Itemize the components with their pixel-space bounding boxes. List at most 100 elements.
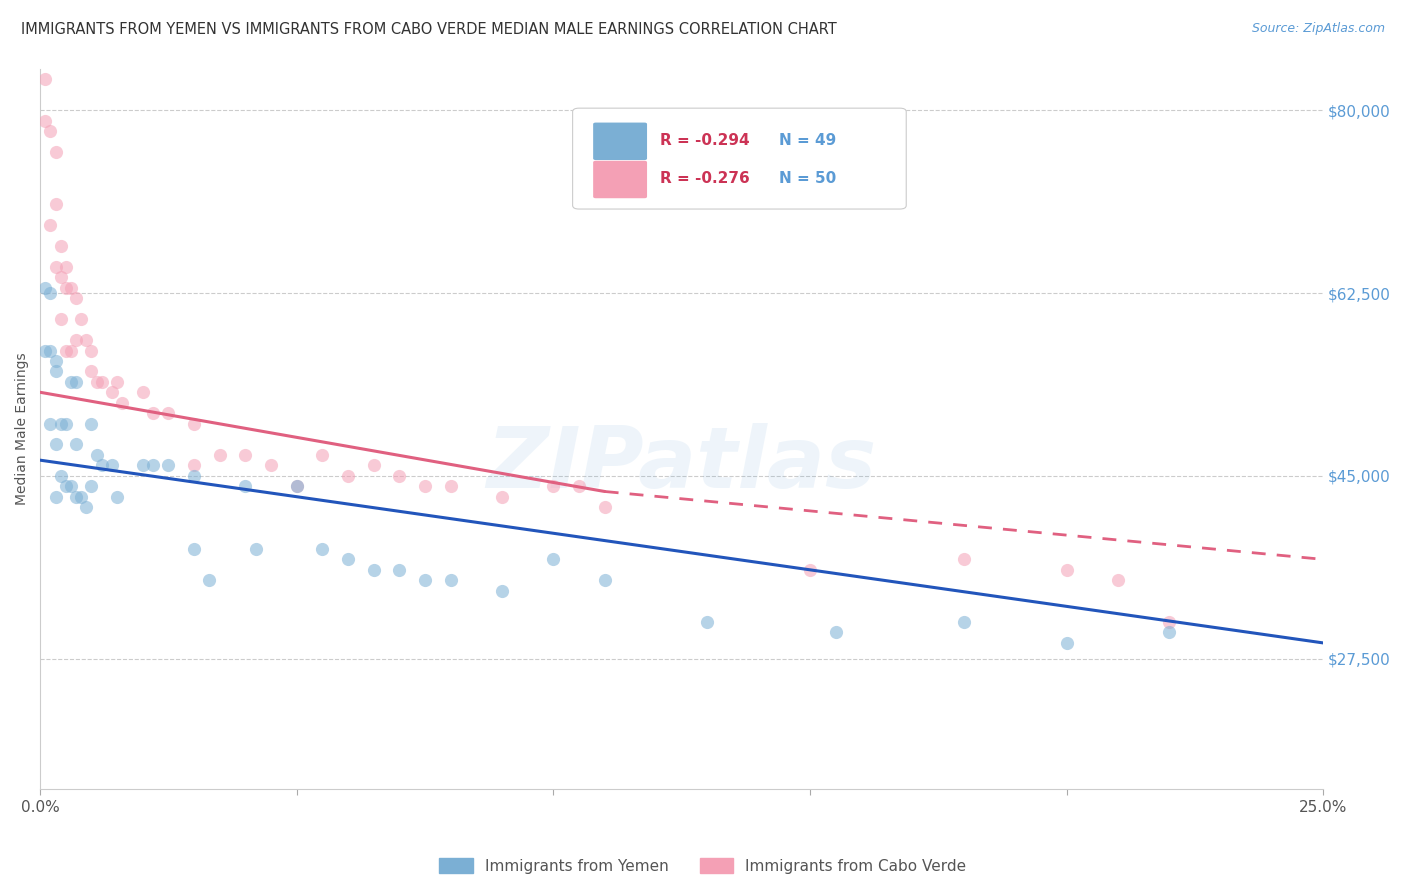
Point: [363, 563, 385, 577]
Point: [44, 437, 66, 451]
Point: [440, 479, 463, 493]
Y-axis label: Median Male Earnings: Median Male Earnings: [15, 352, 30, 505]
Point: [65, 333, 87, 347]
Point: [388, 468, 411, 483]
Point: [1107, 574, 1129, 588]
Point: [311, 541, 333, 556]
Point: [568, 479, 591, 493]
Point: [440, 574, 463, 588]
Point: [44, 260, 66, 274]
Point: [55, 479, 77, 493]
Text: ZIPatlas: ZIPatlas: [486, 424, 877, 507]
Point: [39, 343, 62, 358]
Point: [49, 239, 72, 253]
Point: [59, 343, 82, 358]
Point: [593, 500, 616, 515]
Point: [1056, 636, 1078, 650]
Point: [157, 406, 180, 420]
Point: [142, 406, 165, 420]
Point: [105, 490, 128, 504]
FancyBboxPatch shape: [593, 161, 647, 198]
Point: [235, 448, 257, 462]
Point: [1056, 563, 1078, 577]
Point: [696, 615, 718, 629]
Text: R = -0.276: R = -0.276: [659, 171, 749, 186]
Point: [491, 583, 513, 598]
Point: [65, 490, 87, 504]
Point: [132, 385, 155, 400]
Point: [543, 479, 565, 493]
Point: [105, 375, 128, 389]
Point: [39, 124, 62, 138]
Point: [101, 385, 124, 400]
FancyBboxPatch shape: [572, 108, 907, 209]
Point: [157, 458, 180, 473]
Point: [953, 615, 976, 629]
Point: [34, 281, 56, 295]
Point: [363, 458, 385, 473]
Point: [44, 490, 66, 504]
Point: [80, 479, 103, 493]
Point: [183, 468, 205, 483]
Point: [1159, 625, 1181, 640]
Point: [65, 291, 87, 305]
Point: [55, 260, 77, 274]
Point: [260, 458, 283, 473]
Point: [44, 354, 66, 368]
FancyBboxPatch shape: [593, 122, 647, 160]
Point: [245, 541, 267, 556]
Point: [39, 417, 62, 431]
Point: [413, 479, 436, 493]
Point: [49, 312, 72, 326]
Point: [59, 479, 82, 493]
Point: [55, 281, 77, 295]
Point: [80, 417, 103, 431]
Point: [824, 625, 846, 640]
Point: [44, 364, 66, 378]
Point: [953, 552, 976, 566]
Point: [70, 312, 93, 326]
Point: [65, 375, 87, 389]
Point: [132, 458, 155, 473]
Point: [183, 541, 205, 556]
Point: [49, 468, 72, 483]
Point: [34, 343, 56, 358]
Point: [49, 270, 72, 285]
Point: [80, 364, 103, 378]
Point: [59, 375, 82, 389]
Point: [80, 343, 103, 358]
Point: [208, 448, 231, 462]
Point: [55, 417, 77, 431]
Point: [90, 375, 112, 389]
Point: [34, 72, 56, 87]
Point: [593, 574, 616, 588]
Point: [285, 479, 308, 493]
Point: [142, 458, 165, 473]
Point: [337, 468, 360, 483]
Point: [75, 500, 97, 515]
Legend: Immigrants from Yemen, Immigrants from Cabo Verde: Immigrants from Yemen, Immigrants from C…: [433, 852, 973, 880]
Point: [285, 479, 308, 493]
Point: [543, 552, 565, 566]
Point: [55, 343, 77, 358]
Point: [86, 375, 108, 389]
Point: [65, 437, 87, 451]
Point: [49, 417, 72, 431]
Point: [90, 458, 112, 473]
Point: [235, 479, 257, 493]
Text: N = 49: N = 49: [779, 133, 837, 148]
Point: [413, 574, 436, 588]
Point: [183, 458, 205, 473]
Point: [1159, 615, 1181, 629]
Point: [44, 197, 66, 211]
Point: [183, 417, 205, 431]
Point: [337, 552, 360, 566]
Point: [388, 563, 411, 577]
Point: [491, 490, 513, 504]
Point: [39, 286, 62, 301]
Point: [198, 574, 221, 588]
Text: Source: ZipAtlas.com: Source: ZipAtlas.com: [1251, 22, 1385, 36]
Point: [86, 448, 108, 462]
Point: [111, 395, 134, 409]
Point: [39, 218, 62, 232]
